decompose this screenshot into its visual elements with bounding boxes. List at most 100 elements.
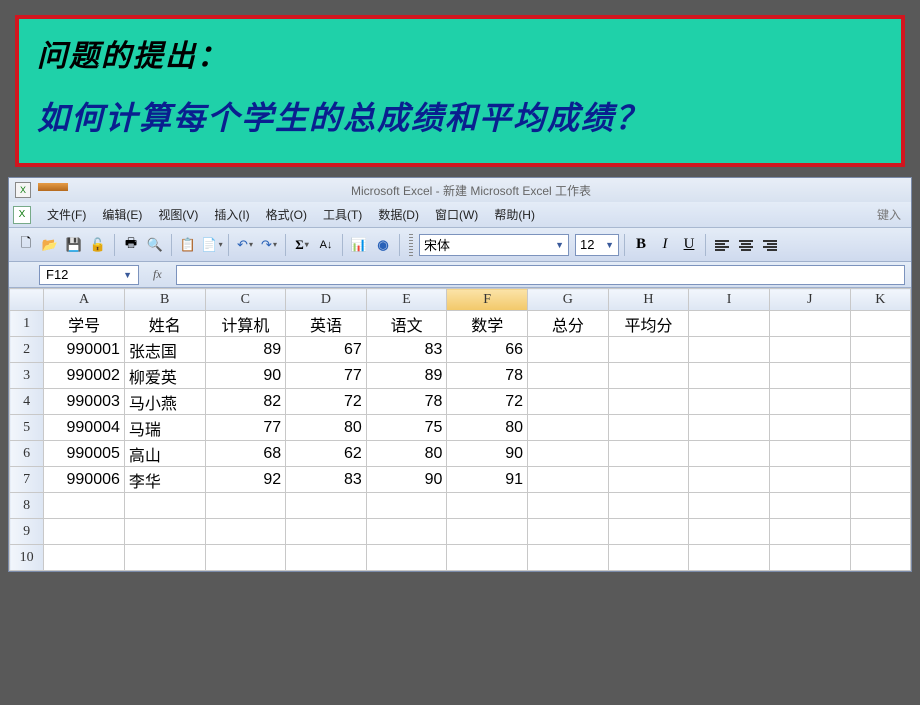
cell[interactable]: 82 [205,389,286,415]
cell[interactable] [447,545,528,571]
cell[interactable]: 马小燕 [124,389,205,415]
cell[interactable]: 990001 [44,337,125,363]
copy-icon[interactable]: 📋 [177,234,199,256]
cell[interactable]: 77 [205,415,286,441]
menu-window[interactable]: 窗口(W) [427,203,486,226]
cell[interactable]: 78 [447,363,528,389]
cell[interactable]: 89 [205,337,286,363]
cell[interactable]: 77 [286,363,367,389]
cell[interactable]: 90 [447,441,528,467]
row-header[interactable]: 1 [10,311,44,337]
cell[interactable] [689,337,770,363]
cell[interactable] [689,493,770,519]
cell[interactable]: 990006 [44,467,125,493]
cell[interactable]: 91 [447,467,528,493]
cell[interactable] [528,493,609,519]
cell[interactable]: 英语 [286,311,367,337]
redo-icon[interactable]: ↷ [258,234,280,256]
cell[interactable]: 平均分 [608,311,689,337]
row-header[interactable]: 7 [10,467,44,493]
cell[interactable] [850,545,910,571]
cell[interactable] [689,311,770,337]
col-header[interactable]: G [528,289,609,311]
permission-icon[interactable]: 🔓 [87,234,109,256]
cell[interactable] [608,519,689,545]
cell[interactable] [689,389,770,415]
cell[interactable] [689,441,770,467]
cell[interactable] [850,441,910,467]
cell[interactable] [286,493,367,519]
cell[interactable] [608,493,689,519]
cell[interactable] [769,545,850,571]
row-header[interactable]: 8 [10,493,44,519]
col-header[interactable]: D [286,289,367,311]
cell[interactable] [528,467,609,493]
paste-icon[interactable]: 📄 [201,234,223,256]
cell[interactable]: 83 [286,467,367,493]
menu-tools[interactable]: 工具(T) [315,203,370,226]
cell[interactable]: 90 [366,467,447,493]
cell[interactable] [850,415,910,441]
cell[interactable] [769,337,850,363]
menu-help[interactable]: 帮助(H) [486,203,543,226]
cell[interactable] [608,467,689,493]
cell[interactable] [44,519,125,545]
cell[interactable]: 计算机 [205,311,286,337]
row-header[interactable]: 3 [10,363,44,389]
cell[interactable] [689,519,770,545]
cell[interactable] [205,519,286,545]
cell[interactable]: 柳爱英 [124,363,205,389]
cell[interactable] [205,493,286,519]
font-size-select[interactable]: 12 ▼ [575,234,619,256]
cell[interactable] [447,493,528,519]
cell[interactable] [769,415,850,441]
col-header-selected[interactable]: F [447,289,528,311]
align-right-button[interactable] [759,234,781,256]
cell[interactable]: 李华 [124,467,205,493]
cell[interactable]: 80 [286,415,367,441]
cell[interactable]: 72 [286,389,367,415]
fx-label[interactable]: fx [153,267,162,282]
cell[interactable]: 67 [286,337,367,363]
cell[interactable] [608,441,689,467]
cell[interactable] [44,493,125,519]
cell[interactable] [608,545,689,571]
cell[interactable]: 90 [205,363,286,389]
cell[interactable]: 80 [366,441,447,467]
cell[interactable] [366,545,447,571]
cell[interactable] [528,389,609,415]
formula-input[interactable] [176,265,905,285]
row-header[interactable]: 10 [10,545,44,571]
cell[interactable] [124,545,205,571]
cell[interactable] [528,337,609,363]
col-header[interactable]: E [366,289,447,311]
cell[interactable] [769,441,850,467]
row-header[interactable]: 4 [10,389,44,415]
row-header[interactable]: 5 [10,415,44,441]
cell[interactable]: 62 [286,441,367,467]
align-left-button[interactable] [711,234,733,256]
cell[interactable] [124,519,205,545]
col-header[interactable]: H [608,289,689,311]
row-header[interactable]: 6 [10,441,44,467]
cell[interactable] [608,337,689,363]
cell[interactable] [850,363,910,389]
cell[interactable]: 75 [366,415,447,441]
cell[interactable]: 990004 [44,415,125,441]
new-icon[interactable]: 🗋 [15,234,37,256]
cell[interactable] [769,519,850,545]
cell[interactable] [689,467,770,493]
cell[interactable] [366,493,447,519]
help-icon[interactable]: ◉ [372,234,394,256]
cell[interactable]: 72 [447,389,528,415]
cell[interactable]: 990005 [44,441,125,467]
row-header[interactable]: 2 [10,337,44,363]
italic-button[interactable]: I [654,234,676,256]
cell[interactable] [850,493,910,519]
cell[interactable]: 80 [447,415,528,441]
cell[interactable]: 高山 [124,441,205,467]
cell[interactable]: 数学 [447,311,528,337]
cell[interactable] [689,545,770,571]
cell[interactable] [124,493,205,519]
col-header[interactable]: C [205,289,286,311]
